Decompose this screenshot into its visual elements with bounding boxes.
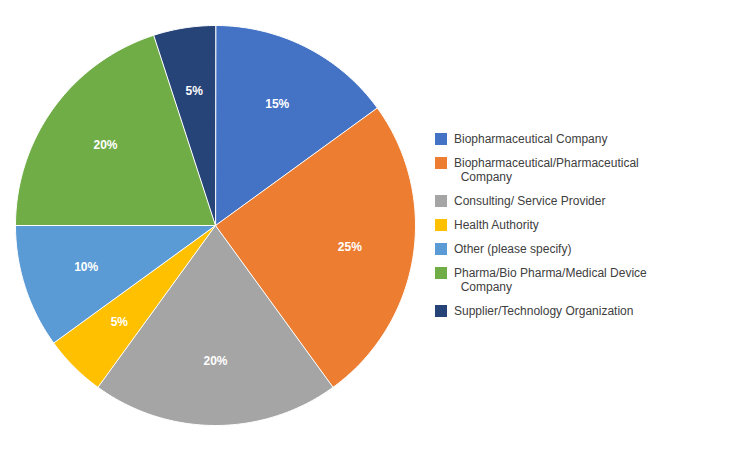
svg-text:25%: 25%	[338, 240, 362, 254]
html-text:Pharma/Bio Pharma/Medical Devi: Pharma/Bio Pharma/Medical Device Company	[454, 266, 647, 294]
html-text:Health Authority: Health Authority	[454, 218, 539, 232]
svg-text:20%: 20%	[93, 138, 117, 152]
svg-text:5%: 5%	[111, 315, 129, 329]
svg-text:5%: 5%	[186, 84, 204, 98]
svg-text:10%: 10%	[74, 260, 98, 274]
html-text:Biopharmaceutical/Pharmaceutic: Biopharmaceutical/Pharmaceutical Company	[454, 156, 639, 184]
svg-text:15%: 15%	[265, 97, 289, 111]
html-text:Biopharmaceutical Company: Biopharmaceutical Company	[454, 132, 608, 146]
html-text:Supplier/Technology Organizati: Supplier/Technology Organization	[454, 304, 634, 318]
html-text:Other (please specify): Other (please specify)	[454, 242, 572, 256]
svg-text:20%: 20%	[203, 354, 227, 368]
html-text:Consulting/ Service Provider: Consulting/ Service Provider	[454, 194, 606, 208]
